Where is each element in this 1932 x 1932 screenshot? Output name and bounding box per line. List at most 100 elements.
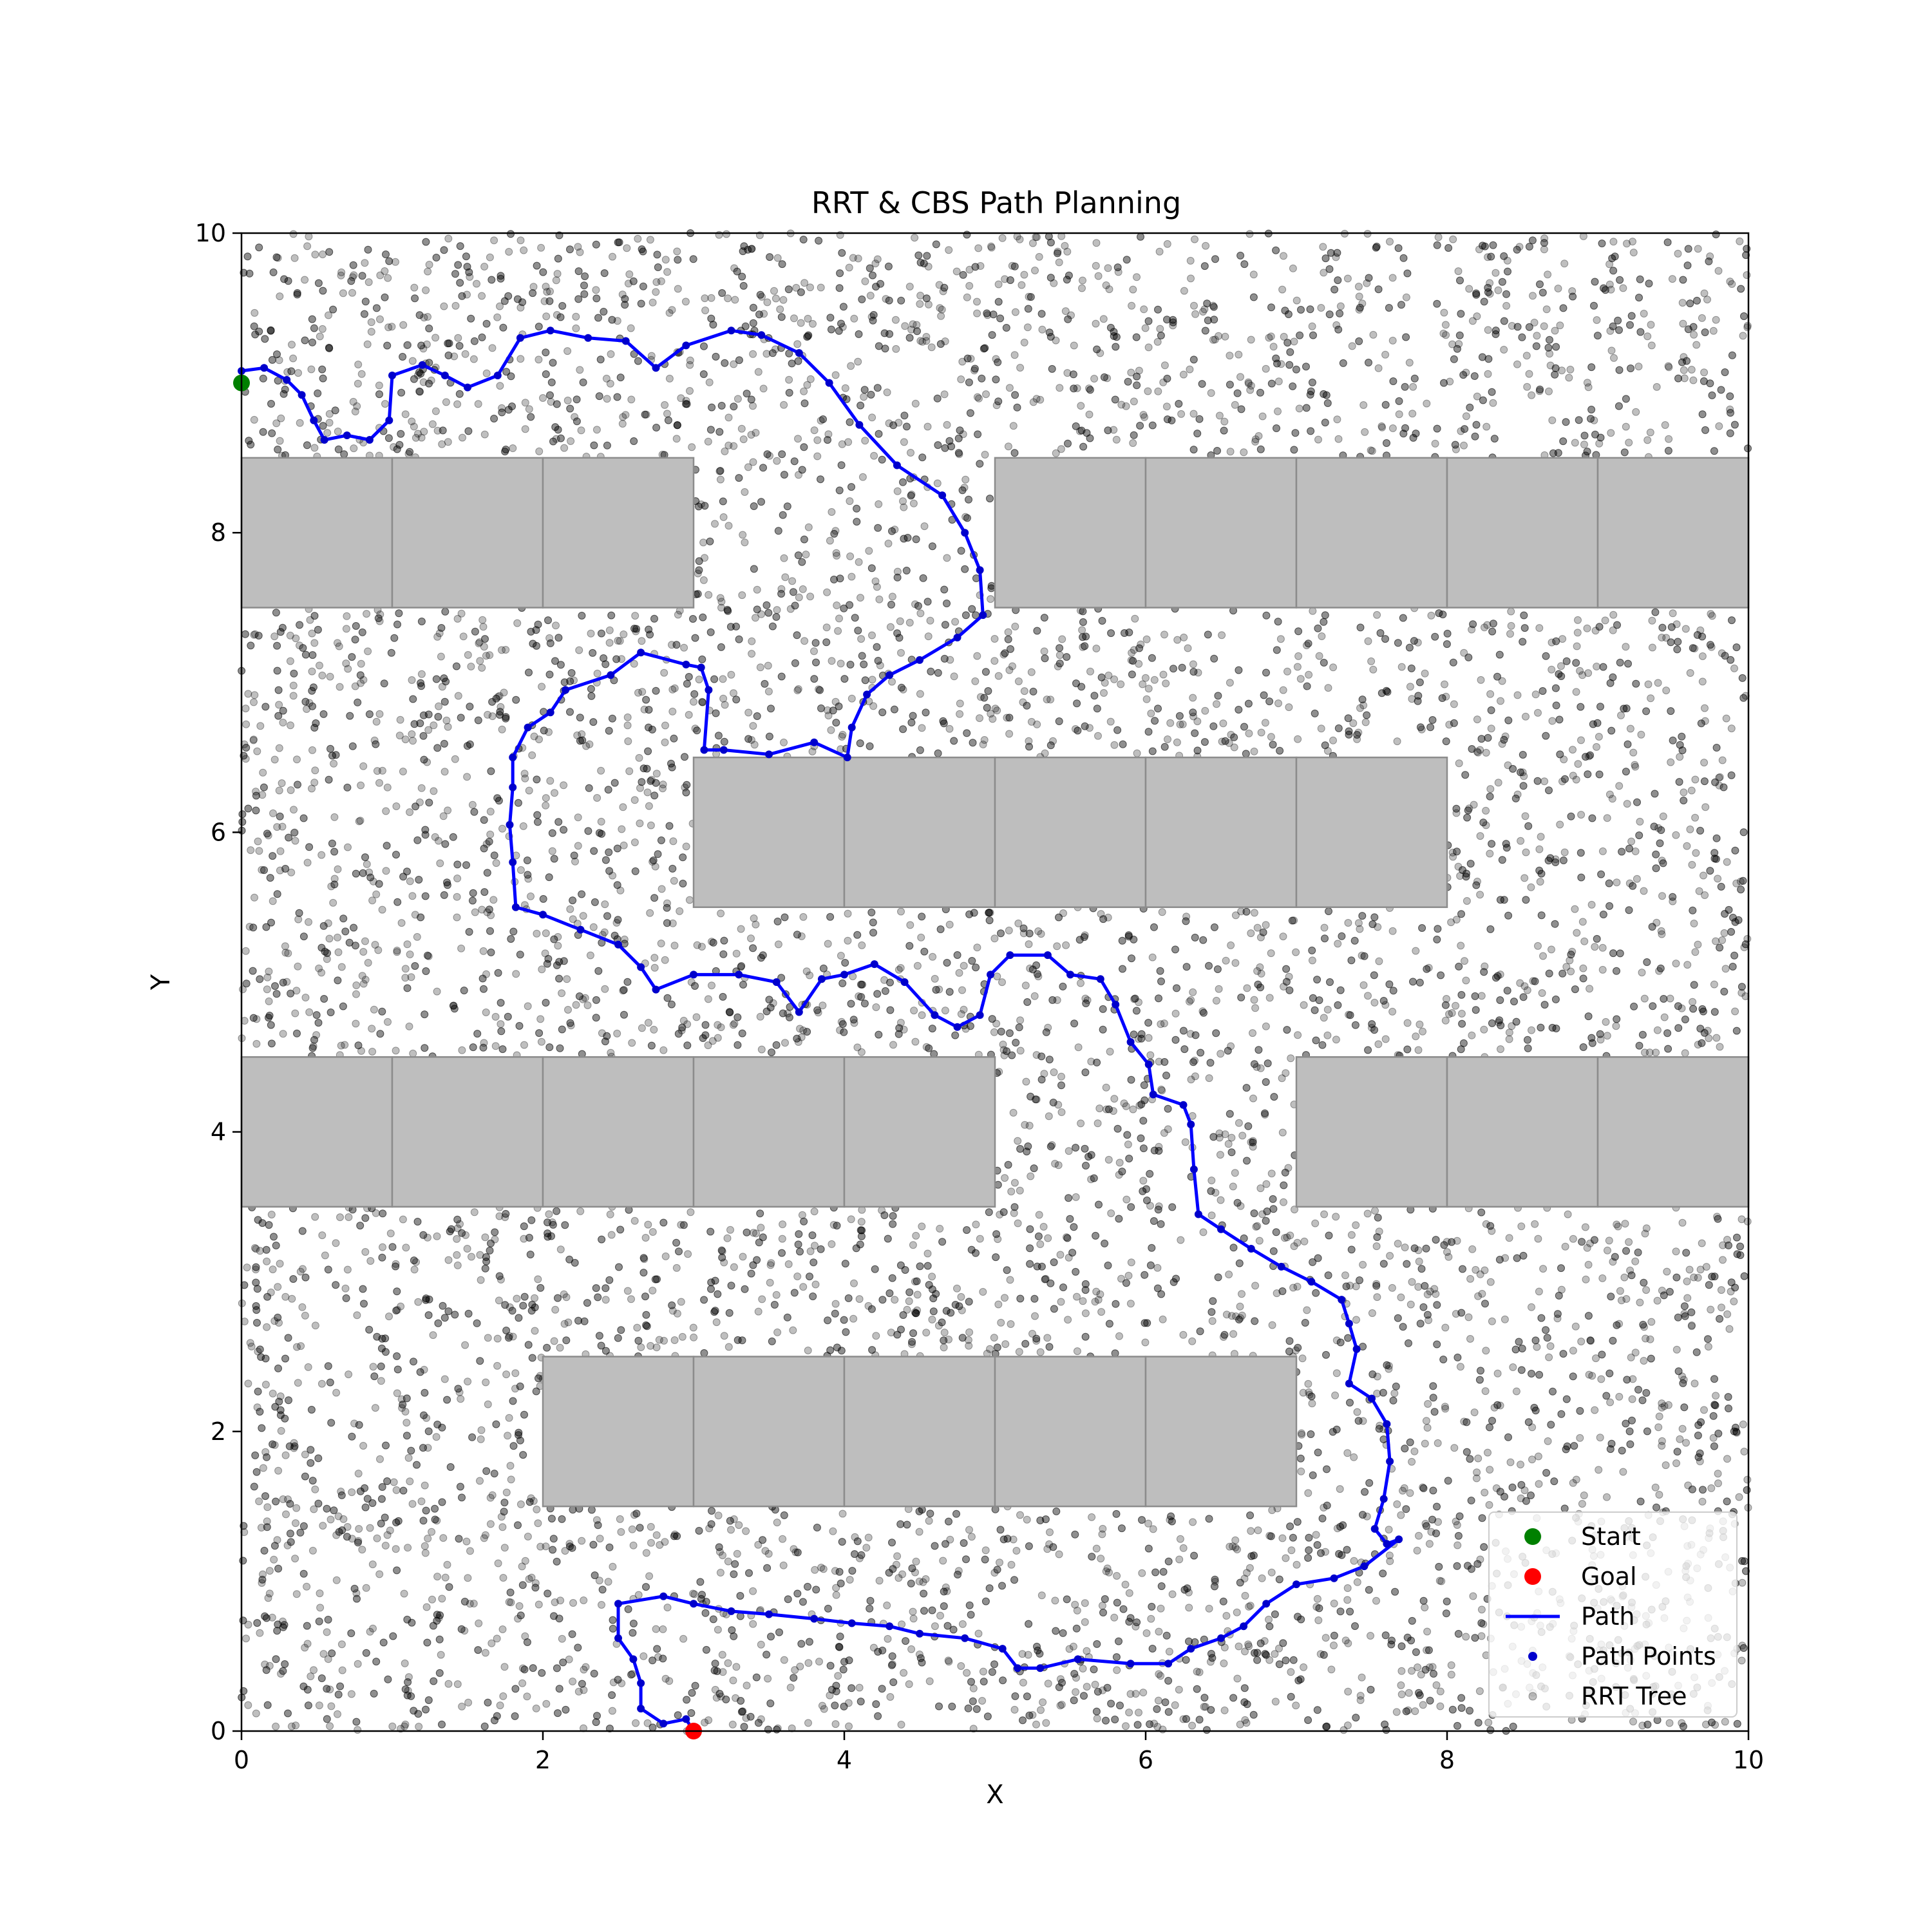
rrt-tree-point	[458, 1702, 466, 1710]
rrt-tree-point	[1669, 897, 1677, 905]
rrt-tree-point	[1036, 395, 1045, 404]
rrt-tree-point	[1486, 849, 1494, 858]
rrt-tree-point	[1091, 1680, 1099, 1689]
rrt-tree-point	[348, 1535, 356, 1543]
rrt-tree-point	[1012, 1547, 1021, 1555]
rrt-tree-point	[1146, 1202, 1154, 1210]
rrt-tree-point	[1593, 316, 1601, 324]
rrt-tree-point	[498, 824, 506, 833]
rrt-tree-point	[1318, 632, 1326, 640]
rrt-tree-point	[685, 896, 694, 904]
rrt-tree-point	[973, 309, 981, 317]
rrt-tree-point	[417, 433, 426, 442]
rrt-tree-point	[1414, 1246, 1423, 1255]
rrt-tree-point	[1039, 1222, 1048, 1231]
rrt-tree-point	[513, 1294, 521, 1303]
rrt-tree-point	[670, 1336, 679, 1344]
rrt-tree-point	[292, 1519, 299, 1528]
rrt-tree-point	[256, 1629, 264, 1637]
rrt-tree-point	[1215, 1129, 1224, 1137]
rrt-tree-point	[291, 837, 299, 845]
rrt-tree-point	[593, 669, 601, 677]
rrt-tree-point	[324, 1655, 332, 1663]
rrt-tree-point	[772, 1291, 781, 1299]
rrt-tree-point	[869, 1643, 878, 1652]
rrt-tree-point	[1245, 1602, 1253, 1611]
rrt-tree-point	[855, 992, 863, 1000]
rrt-tree-point	[1240, 448, 1248, 457]
rrt-tree-point	[1150, 676, 1159, 684]
rrt-tree-point	[1358, 299, 1367, 308]
rrt-tree-point	[912, 1557, 920, 1566]
rrt-tree-point	[325, 419, 334, 427]
rrt-tree-point	[636, 819, 644, 828]
rrt-tree-point	[922, 1043, 931, 1051]
rrt-tree-point	[1477, 1605, 1486, 1614]
rrt-tree-point	[1001, 1174, 1009, 1182]
rrt-tree-point	[1191, 1056, 1198, 1065]
rrt-tree-point	[1665, 1719, 1674, 1727]
rrt-tree-point	[1147, 709, 1155, 717]
rrt-tree-point	[263, 1323, 271, 1331]
rrt-tree-point	[701, 554, 708, 562]
rrt-tree-point	[1071, 1600, 1079, 1609]
rrt-tree-point	[298, 1303, 307, 1311]
rrt-tree-point	[350, 1419, 359, 1428]
rrt-tree-point	[990, 657, 999, 665]
rrt-tree-point	[1571, 439, 1579, 447]
rrt-tree-point	[609, 1562, 617, 1571]
rrt-tree-point	[957, 1293, 965, 1301]
rrt-tree-point	[779, 296, 788, 304]
rrt-tree-point	[1363, 1209, 1372, 1218]
rrt-tree-point	[744, 463, 752, 471]
rrt-tree-point	[1672, 1247, 1680, 1256]
rrt-tree-point	[1257, 969, 1265, 978]
rrt-tree-point	[1115, 1171, 1123, 1179]
rrt-tree-point	[1614, 1222, 1622, 1231]
rrt-tree-point	[1211, 336, 1219, 344]
rrt-tree-point	[1641, 1229, 1649, 1238]
rrt-tree-point	[361, 976, 370, 984]
rrt-tree-point	[1294, 652, 1303, 660]
rrt-tree-point	[1280, 252, 1287, 260]
rrt-tree-point	[686, 387, 694, 395]
rrt-tree-point	[1037, 1591, 1046, 1600]
rrt-tree-point	[1007, 1560, 1016, 1569]
rrt-tree-point	[907, 449, 914, 457]
rrt-tree-point	[542, 283, 550, 290]
rrt-tree-point	[1251, 435, 1260, 444]
rrt-tree-point	[623, 721, 632, 730]
rrt-tree-point	[749, 458, 757, 466]
rrt-tree-point	[455, 1388, 464, 1396]
rrt-tree-point	[318, 671, 327, 679]
rrt-tree-point	[1487, 724, 1495, 733]
rrt-tree-point	[424, 313, 431, 321]
rrt-tree-point	[699, 576, 708, 584]
rrt-tree-point	[401, 1659, 409, 1667]
rrt-tree-point	[1231, 1536, 1240, 1544]
rrt-tree-point	[616, 1515, 624, 1523]
rrt-tree-point	[1336, 1485, 1344, 1493]
rrt-tree-point	[1018, 1650, 1027, 1658]
rrt-tree-point	[401, 974, 410, 982]
rrt-tree-point	[779, 1535, 787, 1543]
rrt-tree-point	[649, 1228, 657, 1236]
rrt-tree-point	[354, 1470, 363, 1478]
rrt-tree-point	[1535, 845, 1544, 853]
rrt-tree-point	[831, 1567, 839, 1575]
rrt-tree-point	[1009, 662, 1016, 670]
rrt-tree-point	[670, 684, 679, 692]
rrt-tree-point	[1517, 1222, 1526, 1231]
rrt-tree-point	[415, 387, 423, 395]
rrt-tree-point	[1139, 411, 1148, 419]
rrt-tree-point	[250, 415, 258, 424]
rrt-tree-point	[979, 1288, 987, 1296]
rrt-tree-point	[719, 513, 728, 521]
rrt-tree-point	[1666, 994, 1674, 1003]
rrt-tree-point	[857, 594, 864, 602]
rrt-tree-point	[1323, 1005, 1332, 1014]
rrt-tree-point	[644, 1220, 652, 1229]
rrt-tree-point	[646, 236, 654, 244]
rrt-tree-point	[647, 1539, 655, 1547]
rrt-tree-point	[256, 1247, 264, 1255]
